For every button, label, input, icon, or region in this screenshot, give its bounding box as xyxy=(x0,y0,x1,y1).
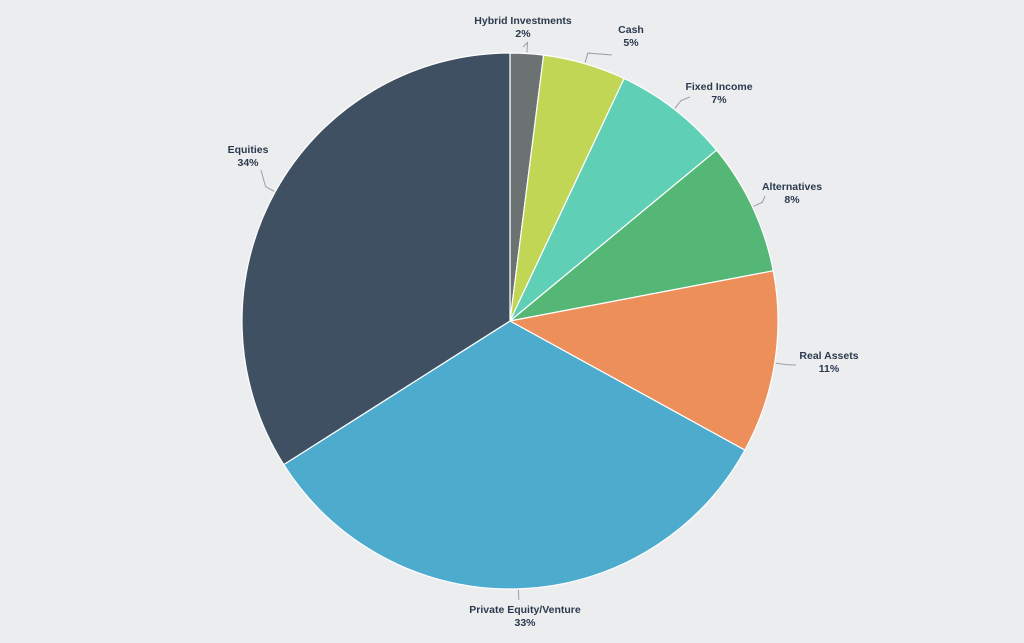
leader-line-hybrid-investments xyxy=(522,41,529,53)
slice-percent-fixed-income: 7% xyxy=(711,94,727,106)
leader-line-fixed-income xyxy=(674,96,691,109)
pie-slices xyxy=(241,52,779,590)
pie-slice-real-assets xyxy=(508,270,779,451)
slice-label-private-equity-venture: Private Equity/Venture xyxy=(469,604,581,616)
slice-label-hybrid-investments: Hybrid Investments xyxy=(474,15,572,27)
pie-slice-fixed-income xyxy=(509,77,718,322)
slice-label-alternatives: Alternatives xyxy=(762,181,822,193)
slice-percent-alternatives: 8% xyxy=(784,194,800,206)
slice-percent-equities: 34% xyxy=(237,157,259,169)
slice-label-equities: Equities xyxy=(228,144,269,156)
pie-slice-equities xyxy=(241,52,511,466)
leader-line-alternatives xyxy=(753,195,766,207)
slice-percent-cash: 5% xyxy=(623,37,639,49)
slice-label-real-assets: Real Assets xyxy=(799,350,858,362)
slice-percent-hybrid-investments: 2% xyxy=(515,28,531,40)
slice-label-cash: Cash xyxy=(618,24,644,36)
leader-lines xyxy=(260,41,797,600)
leader-line-cash xyxy=(584,52,613,63)
pie-slice-private-equity-venture xyxy=(282,320,746,590)
pie-slice-alternatives xyxy=(509,149,774,322)
slice-percent-real-assets: 11% xyxy=(819,363,840,375)
leader-line-real-assets xyxy=(775,362,797,366)
leader-line-equities xyxy=(260,169,275,192)
slice-label-fixed-income: Fixed Income xyxy=(685,81,752,93)
slice-percent-private-equity-venture: 33% xyxy=(514,617,536,629)
